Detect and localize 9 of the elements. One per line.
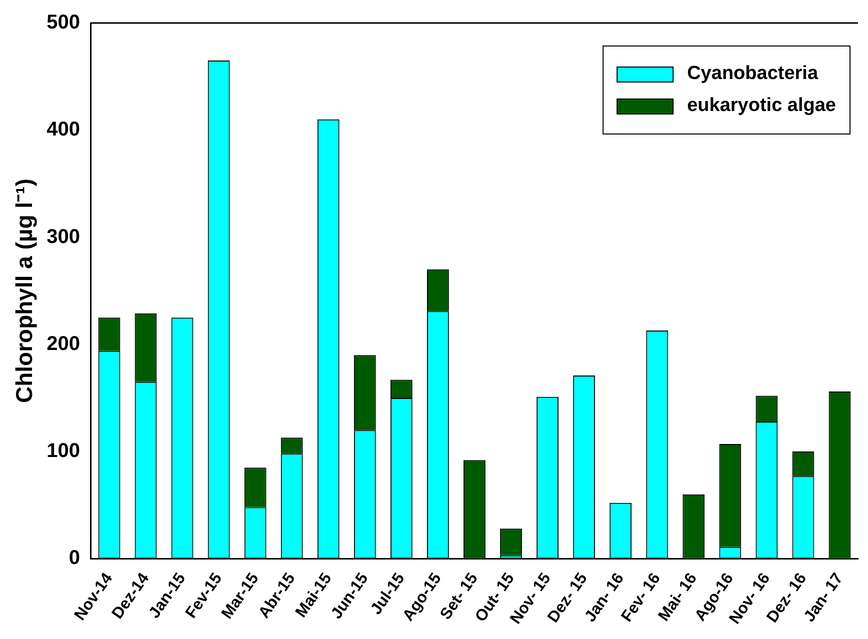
y-tick-label: 300	[46, 226, 80, 248]
y-axis-title: Chlorophyll a (µg l⁻¹)	[11, 178, 38, 404]
y-tick-label: 200	[46, 332, 80, 355]
y-tick-label: 400	[46, 118, 80, 141]
legend-label: Cyanobacteria	[687, 63, 818, 84]
y-tick-label: 100	[46, 440, 80, 462]
legend-label: eukaryotic algae	[687, 95, 836, 116]
y-tick-label: 0	[68, 547, 80, 570]
y-tick-label: 500	[46, 12, 80, 34]
